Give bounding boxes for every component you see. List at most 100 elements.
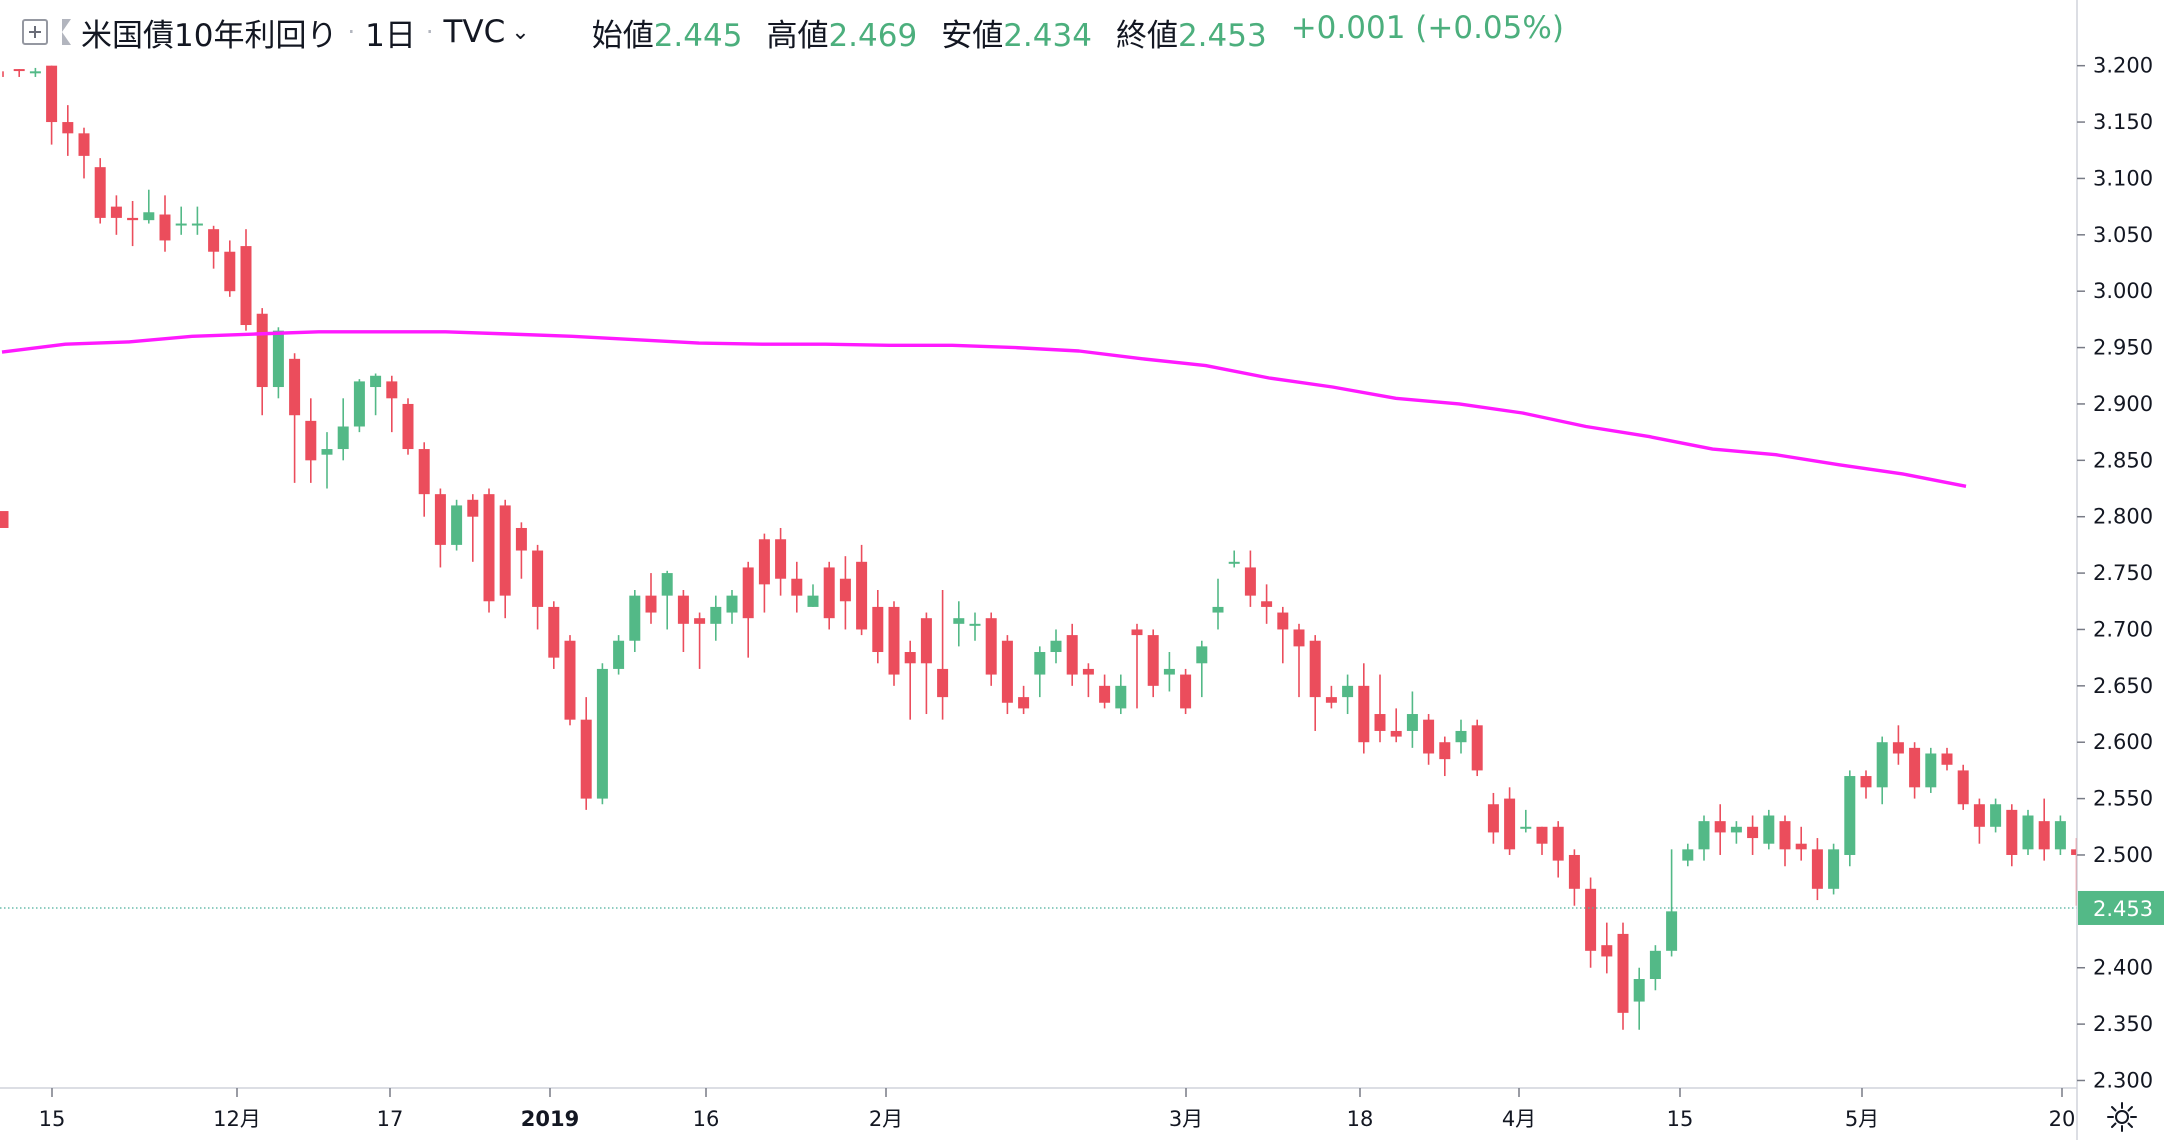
flag-icon[interactable] <box>62 19 71 45</box>
candle-body <box>1180 674 1192 709</box>
candle-body <box>758 539 770 585</box>
candle-body <box>1163 668 1175 675</box>
expand-icon[interactable] <box>22 19 48 45</box>
candle-body <box>710 606 722 624</box>
low-label: 安値 <box>941 17 1004 54</box>
candle-body <box>1034 652 1046 675</box>
low-value: 2.434 <box>1003 17 1092 54</box>
price-axis[interactable]: 3.200 3.150 3.100 3.050 3.000 2.950 2.900 2.850… <box>2076 0 2164 1140</box>
price-tick-label: 2.300 <box>2093 1068 2153 1092</box>
source-label[interactable]: TVC <box>443 14 506 50</box>
close-value: 2.453 <box>1177 17 1267 54</box>
candle-body <box>1601 945 1613 957</box>
candle-body <box>629 595 641 641</box>
candle-body <box>1293 629 1305 647</box>
interval-label[interactable]: 1日 <box>365 17 416 54</box>
candle-body <box>726 595 738 613</box>
candle-body <box>127 217 139 221</box>
time-tick-label: 4月 <box>1502 1107 1536 1131</box>
plot-area[interactable] <box>0 65 2164 1030</box>
candle-body <box>191 223 203 226</box>
candle-body <box>904 652 916 664</box>
price-tick-label: 2.700 <box>2093 617 2153 641</box>
candle-body <box>1309 640 1321 698</box>
candle-body <box>839 578 851 602</box>
price-tick-label: 2.800 <box>2093 505 2153 529</box>
candle-body <box>1455 730 1467 743</box>
candle-body <box>1196 646 1208 664</box>
time-tick-label: 16 <box>693 1107 720 1131</box>
ohlc-values: 始値2.445 高値2.469 安値2.434 終値2.453 +0.001 (… <box>592 10 1564 55</box>
candle-body <box>386 381 398 399</box>
candle-body <box>1666 911 1678 951</box>
price-tick-label: 2.900 <box>2093 392 2153 416</box>
candle-body <box>2022 815 2034 850</box>
header-separator: · <box>425 18 434 46</box>
candle-body <box>775 539 787 579</box>
candle-body <box>94 167 106 218</box>
chevron-down-icon[interactable]: ⌄ <box>511 19 530 45</box>
candle-body <box>645 595 657 613</box>
time-tick-label: 15 <box>39 1107 66 1131</box>
candle-body <box>13 69 25 72</box>
candle-body <box>791 578 803 596</box>
candle-body <box>1909 747 1921 788</box>
candle-body <box>856 561 868 630</box>
header-separator: · <box>347 18 356 46</box>
candle-body <box>1552 826 1564 861</box>
candle-body <box>1471 725 1483 771</box>
candle-body <box>1342 685 1354 698</box>
candle-body <box>1406 714 1418 731</box>
candle-body <box>1698 821 1710 850</box>
candle-body <box>1585 888 1597 951</box>
candle-body <box>1277 612 1289 630</box>
high-value: 2.469 <box>828 17 918 54</box>
candle-body <box>483 494 495 602</box>
current-price-tag[interactable] <box>2078 890 2164 925</box>
candle-body <box>434 494 446 545</box>
candle-body <box>1763 815 1775 844</box>
candle-body <box>985 618 997 675</box>
candle-body <box>1925 753 1937 788</box>
candle-body <box>143 212 155 221</box>
candle-body <box>2071 849 2077 855</box>
candle-body <box>937 668 949 698</box>
candle-body <box>515 527 527 551</box>
candle-body <box>1892 742 1904 754</box>
candle-body <box>29 71 41 74</box>
candle-body <box>1795 843 1807 850</box>
price-tick-label: 2.650 <box>2093 674 2153 698</box>
gear-icon[interactable] <box>2106 1101 2138 1133</box>
open-value: 2.445 <box>653 17 743 54</box>
candle-body <box>1390 730 1402 737</box>
candle-body <box>110 206 122 218</box>
candle-body <box>888 606 900 675</box>
candle-body <box>1099 685 1111 703</box>
candle-body <box>1941 753 1953 765</box>
candle-body <box>62 122 74 134</box>
time-tick-label: 2019 <box>521 1107 579 1131</box>
candle-body <box>0 511 9 528</box>
candle-body <box>499 505 511 596</box>
candle-body <box>1439 742 1451 760</box>
candle-body <box>289 358 301 416</box>
candle-body <box>1957 770 1969 805</box>
candle-body <box>1147 635 1159 686</box>
candle-body <box>661 573 673 596</box>
candle-body <box>1115 685 1127 709</box>
candle-body <box>807 595 819 607</box>
time-tick-label: 18 <box>1347 1107 1374 1131</box>
change-value: +0.001 (+0.05%) <box>1290 9 1564 46</box>
time-tick-label: 2月 <box>869 1107 903 1131</box>
candle-body <box>1990 804 2002 827</box>
candle-body <box>580 719 592 799</box>
candle-body <box>1536 826 1548 844</box>
candle-body <box>1730 826 1742 833</box>
time-tick-label: 3月 <box>1169 1107 1203 1131</box>
time-axis[interactable]: 15 12月 17 2019 16 2月 3月 18 4月 15 5月 20 <box>0 1087 2077 1131</box>
close-label: 終値 <box>1115 17 1178 54</box>
symbol-title[interactable]: 米国債10年利回り <box>81 17 338 54</box>
candle-body <box>1682 849 1694 861</box>
candle-body <box>1779 821 1791 850</box>
